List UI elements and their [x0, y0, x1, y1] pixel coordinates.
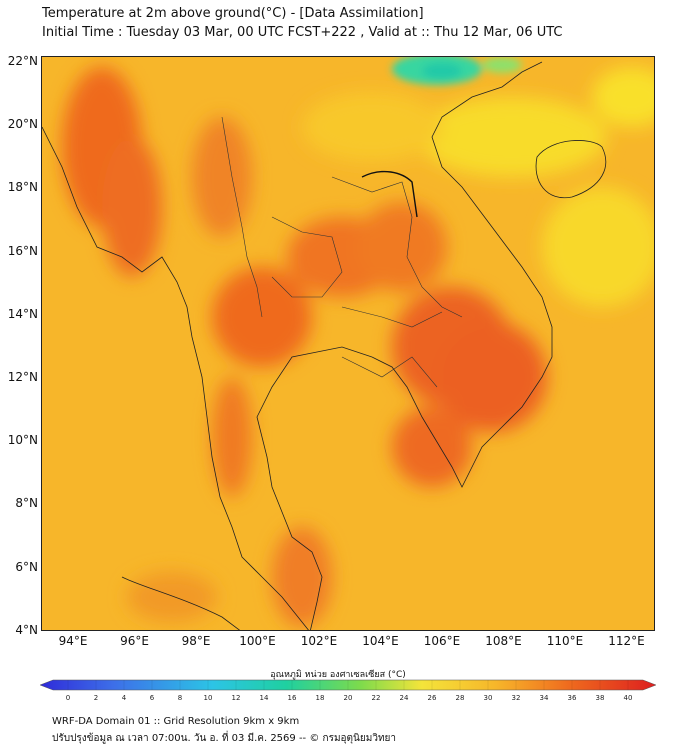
temperature-map [41, 56, 655, 631]
lat-tick-label: 6°N [15, 559, 38, 574]
colorbar-tick-label: 14 [260, 694, 269, 702]
lon-tick-label: 112°E [608, 634, 645, 648]
coastlines [42, 61, 607, 630]
lon-tick-label: 102°E [300, 634, 338, 648]
colorbar-tick-label: 16 [288, 694, 297, 702]
colorbar-tick-label: 4 [122, 694, 127, 702]
colorbar-tick-label: 32 [512, 694, 521, 702]
update-info: ปรับปรุงข้อมูล ณ เวลา 07:00น. วัน อ. ที่… [52, 733, 397, 744]
lat-tick-label: 20°N [7, 117, 38, 132]
chart-subtitle: Initial Time : Tuesday 03 Mar, 00 UTC FC… [42, 25, 563, 40]
lat-tick-label: 12°N [7, 370, 38, 384]
colorbar-tick-label: 28 [456, 694, 465, 702]
lat-tick-label: 8°N [15, 496, 38, 511]
lat-tick-label: 14°N [7, 306, 38, 321]
colorbar-tick-label: 12 [232, 694, 241, 702]
colorbar-tick-label: 10 [204, 694, 213, 702]
model-info: WRF-DA Domain 01 :: Grid Resolution 9km … [52, 716, 300, 727]
lon-tick-label: 100°E [239, 634, 276, 648]
colorbar-title: อุณหภูมิ หน่วย องศาเซลเซียส (°C) [270, 670, 406, 680]
colorbar-tick-label: 0 [66, 694, 70, 702]
lon-tick-label: 110°E [546, 634, 584, 648]
lon-tick-label: 98°E [181, 634, 211, 648]
mekong-border [361, 170, 418, 218]
country-borders [221, 116, 463, 388]
cool-yellow-zones [302, 67, 654, 307]
colorbar-tick-label: 8 [178, 694, 182, 702]
lon-tick-label: 106°E [423, 634, 461, 648]
colorbar-tick-label: 36 [568, 694, 577, 702]
lat-tick-label: 10°N [7, 433, 38, 448]
cool-zone-north [392, 57, 522, 85]
colorbar-tick-label: 22 [372, 694, 381, 702]
colorbar-tick-label: 18 [316, 694, 325, 702]
colorbar-tick-label: 20 [344, 694, 353, 702]
lat-tick-label: 4°N [15, 622, 38, 637]
colorbar-tick-label: 40 [624, 694, 633, 702]
map-canvas [42, 57, 654, 630]
lon-tick-label: 108°E [485, 634, 522, 648]
lon-tick-label: 104°E [362, 634, 399, 648]
lat-tick-label: 22°N [7, 54, 38, 68]
colorbar-tick-label: 38 [596, 694, 605, 702]
colorbar-tick-label: 6 [150, 694, 155, 702]
colorbar-tick-label: 34 [540, 694, 549, 702]
colorbar-tick-label: 26 [428, 694, 437, 702]
lon-tick-label: 94°E [58, 634, 88, 648]
colorbar-tick-label: 2 [94, 694, 98, 702]
colorbar-tick-label: 30 [484, 694, 493, 702]
colorbar-ramp [40, 679, 656, 691]
lat-tick-label: 16°N [7, 243, 38, 258]
colorbar-tick-label: 24 [400, 694, 409, 702]
lat-tick-label: 18°N [7, 180, 38, 195]
chart-title: Temperature at 2m above ground(°C) - [Da… [42, 6, 424, 21]
temperature-colorbar: 0 2 4 6 8 10 12 14 16 18 20 22 24 26 28 30 32 34 36 38 40 [40, 679, 656, 702]
lon-tick-label: 96°E [120, 634, 149, 648]
